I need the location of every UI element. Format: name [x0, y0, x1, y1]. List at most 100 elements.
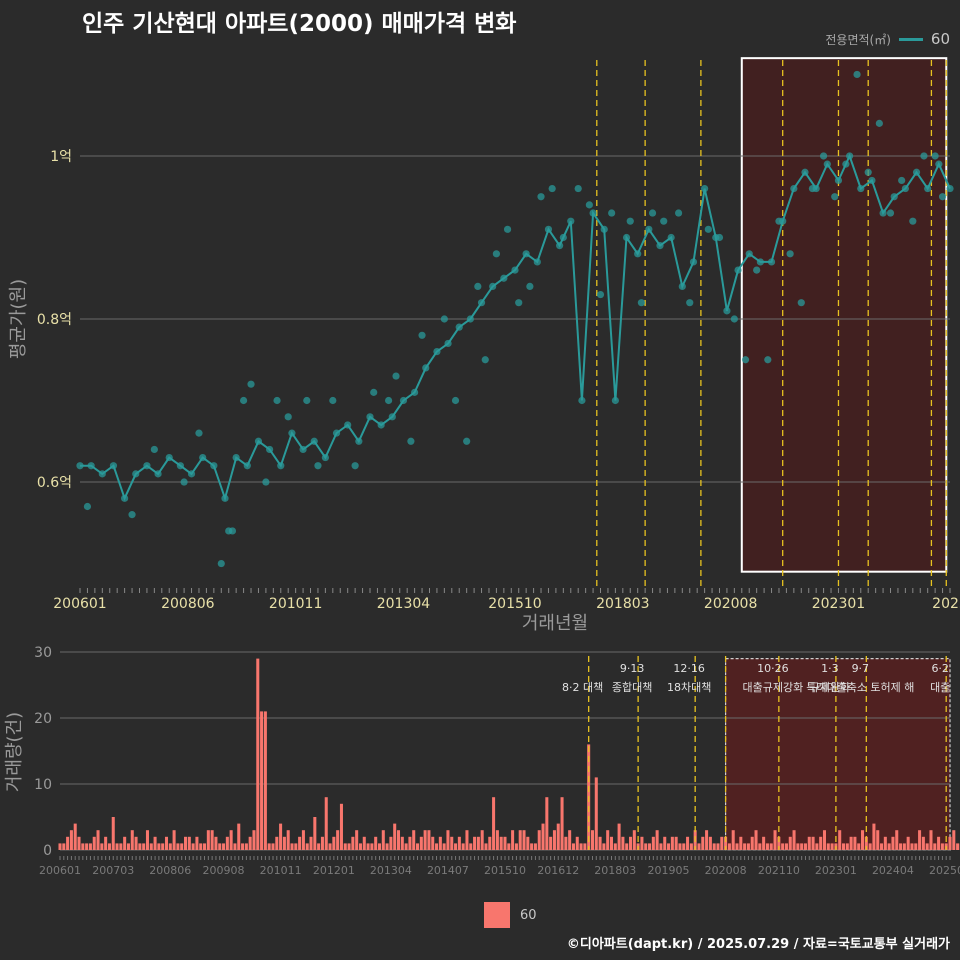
volume-x-tick-label: 200601 [39, 864, 81, 877]
price-scatter-point [150, 445, 158, 454]
volume-bar [625, 843, 629, 850]
volume-x-tick-label: 201407 [427, 864, 469, 877]
price-scatter-point [463, 437, 471, 445]
volume-bar [758, 843, 762, 850]
volume-x-tick-label: 200908 [203, 864, 245, 877]
price-y-tick-label: 0.8억 [37, 312, 72, 328]
volume-bar [77, 836, 81, 850]
price-scatter-point [474, 282, 482, 290]
price-scatter-point [585, 201, 593, 209]
volume-bar [320, 836, 324, 850]
volume-bar [305, 843, 309, 850]
price-scatter-point [440, 315, 448, 323]
volume-bar [773, 830, 777, 850]
volume-bar [918, 830, 922, 850]
volume-x-tick-label: 200806 [149, 864, 191, 877]
legend-volume-label: 60 [520, 907, 537, 923]
volume-bar [282, 836, 286, 850]
volume-bar [153, 836, 157, 850]
volume-bar [910, 843, 914, 850]
volume-bar [857, 843, 861, 850]
volume-bar [469, 843, 473, 850]
volume-x-tick-label: 200703 [92, 864, 134, 877]
price-scatter-point [753, 266, 761, 274]
volume-bar [777, 836, 781, 850]
volume-bar [164, 836, 169, 850]
volume-bar [701, 836, 705, 850]
volume-bar [583, 843, 587, 850]
volume-bar [313, 817, 317, 850]
price-scatter-point [648, 209, 657, 217]
volume-bar [659, 843, 663, 850]
volume-bar [868, 843, 872, 850]
volume-bar [838, 830, 842, 850]
volume-bar [590, 830, 594, 850]
volume-bar [720, 836, 724, 850]
policy-date-label: 10·26 [757, 662, 789, 675]
volume-bar [339, 803, 343, 850]
volume-bar [826, 843, 830, 850]
volume-bar [358, 843, 362, 850]
price-scatter-point [797, 299, 805, 307]
price-scatter-point [741, 356, 750, 364]
volume-bar [937, 836, 941, 850]
legend-volume: 60 [484, 902, 537, 928]
volume-bar [891, 836, 895, 850]
volume-bar [461, 843, 465, 850]
volume-bar [149, 843, 153, 850]
volume-bar [552, 830, 556, 850]
volume-bar [88, 843, 92, 850]
volume-bar [222, 843, 226, 850]
volume-bar [731, 830, 735, 850]
volume-bar [925, 843, 929, 850]
price-scatter-point [608, 209, 616, 217]
volume-bar [111, 817, 115, 850]
price-x-tick-label: 201803 [596, 596, 649, 612]
volume-bar [484, 843, 488, 850]
volume-bar [336, 830, 340, 850]
volume-x-tick-label: 202404 [872, 864, 914, 877]
volume-bar [263, 711, 267, 850]
volume-bar [537, 830, 541, 850]
volume-bar [621, 836, 625, 850]
price-scatter-point [351, 462, 359, 470]
volume-bar [100, 843, 104, 850]
legend-bar-swatch [484, 902, 510, 928]
volume-bar [686, 836, 690, 850]
volume-x-tick-label: 202008 [705, 864, 747, 877]
volume-bar [503, 836, 507, 850]
price-scatter-point [384, 396, 393, 405]
price-scatter-point [548, 184, 556, 193]
volume-bar [309, 836, 313, 850]
volume-bar [275, 836, 279, 850]
price-scatter-point [898, 176, 906, 185]
volume-bar [145, 830, 149, 850]
price-scatter-point [875, 119, 883, 127]
volume-bar [644, 843, 648, 850]
volume-bar [921, 836, 925, 850]
volume-bar [887, 843, 891, 850]
volume-bar [244, 843, 248, 850]
volume-bar [872, 823, 876, 850]
volume-bar [830, 843, 834, 850]
price-x-tick-label: 201011 [269, 596, 322, 612]
volume-bar [381, 830, 385, 850]
volume-bar [514, 843, 518, 850]
volume-bar [667, 843, 671, 850]
volume-bar [290, 843, 294, 850]
volume-bar [370, 843, 374, 850]
volume-bar [845, 843, 849, 850]
volume-bar [62, 843, 66, 850]
volume-bar [180, 843, 184, 850]
volume-x-tick-label: 201803 [594, 864, 636, 877]
volume-bar [260, 711, 264, 850]
volume-bar [564, 836, 568, 850]
volume-bar [499, 836, 503, 850]
volume-bar [651, 836, 655, 850]
volume-bar [765, 843, 769, 850]
volume-bar [286, 830, 290, 850]
price-scatter-point [596, 290, 605, 299]
volume-bar [952, 830, 956, 850]
price-scatter-point [637, 299, 646, 307]
volume-bar [374, 836, 378, 850]
